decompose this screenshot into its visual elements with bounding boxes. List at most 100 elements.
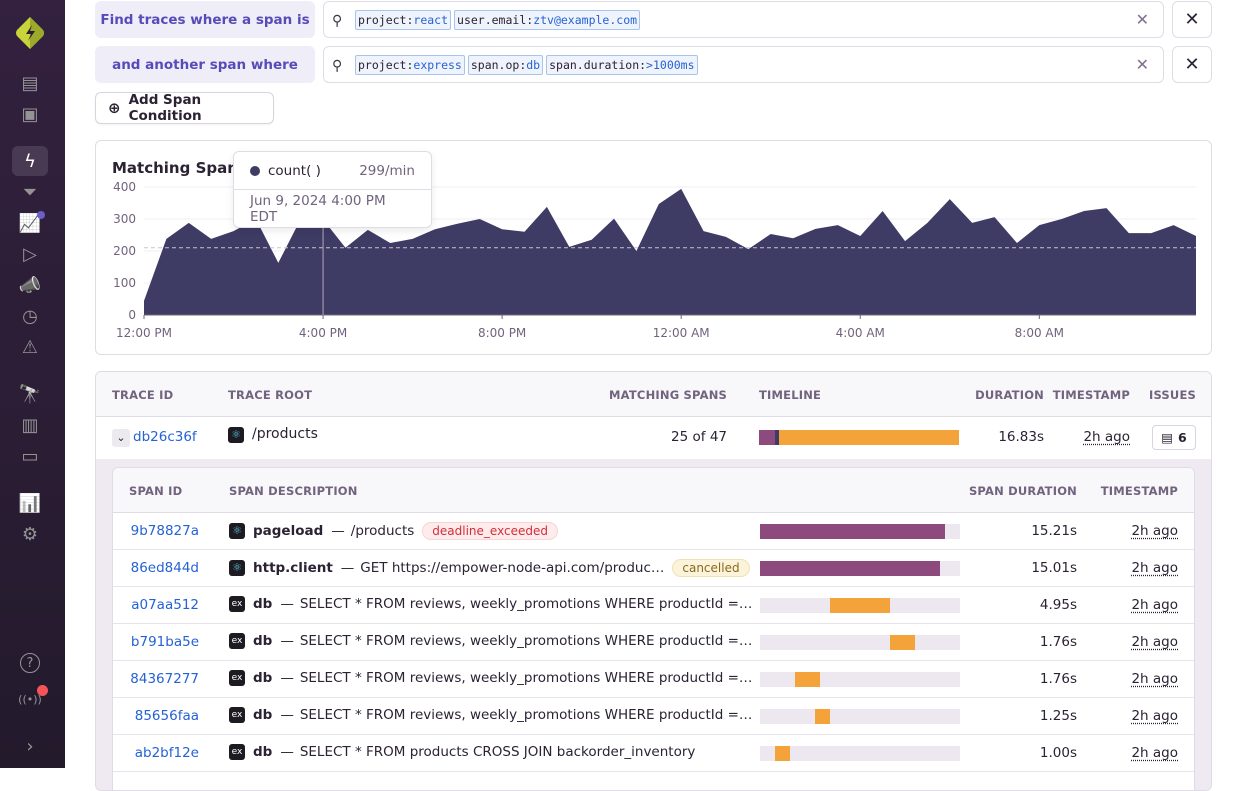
span-row[interactable]: ab2bf12e ex db — SELECT * FROM products CRO… bbox=[113, 735, 1194, 772]
issues-button[interactable]: ▤ 6 bbox=[1152, 425, 1196, 450]
settings-icon[interactable]: ⚙ bbox=[12, 519, 48, 549]
remove-condition-button[interactable]: ✕ bbox=[1172, 1, 1212, 38]
span-row[interactable]: 9b78827a ⚛ pageload —/products deadline_exc… bbox=[113, 513, 1194, 550]
filter-token[interactable]: span.op:db bbox=[468, 55, 543, 75]
header-trace-root[interactable]: TRACE ROOT bbox=[228, 388, 312, 402]
filter-token[interactable]: project:react bbox=[355, 10, 451, 30]
span-id-link[interactable]: 86ed844d bbox=[129, 560, 199, 576]
issues-count: 6 bbox=[1178, 430, 1187, 445]
chevron-down-icon[interactable]: ⌄ bbox=[112, 429, 130, 447]
span-timeline-bar bbox=[775, 746, 790, 761]
header-trace-id[interactable]: TRACE ID bbox=[112, 388, 173, 402]
react-project-icon: ⚛ bbox=[228, 427, 244, 443]
explore-traces-icon[interactable]: ϟ bbox=[12, 146, 48, 176]
span-timeline-bar bbox=[760, 561, 940, 576]
trace-id-link[interactable]: db26c36f bbox=[133, 429, 197, 445]
logo-icon[interactable] bbox=[15, 16, 45, 50]
status-badge: cancelled bbox=[672, 559, 749, 577]
span-row[interactable]: a07aa512 ex db — SELECT * FROM reviews, wee… bbox=[113, 587, 1194, 624]
token-value: react bbox=[413, 13, 448, 27]
header-span-id[interactable]: SPAN ID bbox=[129, 484, 182, 498]
express-project-icon: ex bbox=[229, 596, 245, 612]
header-span-description[interactable]: SPAN DESCRIPTION bbox=[229, 484, 358, 498]
help-icon[interactable]: ? bbox=[20, 653, 40, 673]
alert-dot bbox=[37, 685, 48, 696]
span-description: GET https://empower-node-api.com/produc… bbox=[360, 560, 664, 576]
issues-icon[interactable]: ▤ bbox=[12, 68, 48, 98]
filter-token[interactable]: user.email:ztv@example.com bbox=[454, 10, 640, 30]
header-duration[interactable]: DURATION bbox=[975, 388, 1044, 402]
span-timeline-bar bbox=[890, 635, 915, 650]
span-search-input[interactable]: ⚲ project:react user.email:ztv@example.com… bbox=[323, 1, 1164, 38]
span-row[interactable]: b791ba5e ex db — SELECT * FROM reviews, wee… bbox=[113, 624, 1194, 661]
header-issues[interactable]: ISSUES bbox=[1149, 388, 1196, 402]
x-tick-label: 4:00 PM bbox=[299, 326, 347, 340]
y-tick-label: 0 bbox=[128, 308, 136, 322]
condition-label: and another span where bbox=[95, 46, 315, 83]
span-timeline-track bbox=[760, 709, 960, 724]
y-tick-label: 100 bbox=[113, 276, 136, 290]
tooltip-value: 299/min bbox=[359, 163, 415, 179]
header-timeline[interactable]: TIMELINE bbox=[759, 388, 821, 402]
dashboards-icon[interactable]: ▥ bbox=[12, 410, 48, 440]
header-timestamp[interactable]: TIMESTAMP bbox=[1053, 388, 1130, 402]
crons-icon[interactable]: ◷ bbox=[12, 301, 48, 331]
span-duration: 15.21s bbox=[1031, 523, 1077, 539]
remove-condition-button[interactable]: ✕ bbox=[1172, 46, 1212, 83]
notification-dot bbox=[37, 211, 45, 219]
stats-icon[interactable]: 📊 bbox=[12, 488, 48, 518]
collapse-icon[interactable]: › bbox=[12, 731, 48, 761]
traces-table: TRACE ID TRACE ROOT MATCHING SPANS TIMEL… bbox=[95, 371, 1212, 791]
span-id-link[interactable]: b791ba5e bbox=[129, 634, 199, 650]
span-search-input[interactable]: ⚲ project:express span.op:db span.duration:… bbox=[323, 46, 1164, 83]
performance-icon[interactable]: ⏷ bbox=[12, 177, 48, 207]
releases-icon[interactable]: ▭ bbox=[12, 441, 48, 471]
express-project-icon: ex bbox=[229, 707, 245, 723]
header-matching-spans[interactable]: MATCHING SPANS bbox=[609, 388, 727, 402]
filter-token[interactable]: span.duration:>1000ms bbox=[546, 55, 697, 75]
filter-token[interactable]: project:express bbox=[355, 55, 465, 75]
span-duration: 1.00s bbox=[1040, 745, 1077, 761]
span-op: db bbox=[253, 633, 272, 649]
token-value: db bbox=[526, 58, 540, 72]
span-timeline-track bbox=[760, 672, 960, 687]
span-description: SELECT * FROM reviews, weekly_promotions… bbox=[300, 633, 753, 649]
span-row[interactable]: 85656faa ex db — SELECT * FROM reviews, wee… bbox=[113, 698, 1194, 735]
span-timeline-bar bbox=[830, 598, 890, 613]
alerts-icon[interactable]: ⚠ bbox=[12, 332, 48, 362]
span-timestamp: 2h ago bbox=[1131, 560, 1178, 576]
y-tick-label: 200 bbox=[113, 244, 136, 258]
add-span-condition-label: Add Span Condition bbox=[129, 92, 273, 124]
span-row[interactable]: 84367277 ex db — SELECT * FROM reviews, wee… bbox=[113, 661, 1194, 698]
span-id-link[interactable]: ab2bf12e bbox=[129, 745, 199, 761]
span-id-link[interactable]: 9b78827a bbox=[129, 523, 199, 539]
span-id-link[interactable]: 85656faa bbox=[129, 708, 199, 724]
timeline-segment bbox=[759, 430, 775, 445]
token-key: user.email: bbox=[457, 13, 533, 27]
timeline-segment bbox=[779, 430, 959, 445]
condition-label: Find traces where a span is bbox=[95, 1, 315, 38]
feedback-icon[interactable]: 📣 bbox=[12, 270, 48, 300]
spans-header: SPAN ID SPAN DESCRIPTION SPAN DURATION T… bbox=[113, 468, 1194, 513]
chart-tooltip: count( ) 299/min Jun 9, 2024 4:00 PM EDT bbox=[233, 151, 432, 228]
issues-icon: ▤ bbox=[1161, 430, 1173, 445]
token-key: span.duration: bbox=[549, 58, 646, 72]
header-span-duration[interactable]: SPAN DURATION bbox=[969, 484, 1077, 498]
span-op: db bbox=[253, 596, 272, 612]
span-id-link[interactable]: 84367277 bbox=[129, 671, 199, 687]
trace-row[interactable]: ⌄ db26c36f ⚛ /products 25 of 47 16.83s 2… bbox=[96, 417, 1211, 459]
replays-icon[interactable]: ▷ bbox=[12, 239, 48, 269]
clear-search-icon[interactable]: ✕ bbox=[1136, 10, 1149, 29]
discover-icon[interactable]: 🔭 bbox=[12, 379, 48, 409]
add-span-condition-button[interactable]: ⊕ Add Span Condition bbox=[95, 92, 274, 124]
span-timeline-bar bbox=[760, 524, 945, 539]
token-value: ztv@example.com bbox=[533, 13, 637, 27]
header-span-timestamp[interactable]: TIMESTAMP bbox=[1101, 484, 1178, 498]
span-op: pageload bbox=[253, 523, 323, 539]
span-op: http.client bbox=[253, 560, 333, 576]
clear-search-icon[interactable]: ✕ bbox=[1136, 55, 1149, 74]
span-row[interactable]: 86ed844d ⚛ http.client — GET https://empowe… bbox=[113, 550, 1194, 587]
projects-icon[interactable]: ▣ bbox=[12, 99, 48, 129]
span-id-link[interactable]: a07aa512 bbox=[129, 597, 199, 613]
token-key: project: bbox=[358, 13, 413, 27]
